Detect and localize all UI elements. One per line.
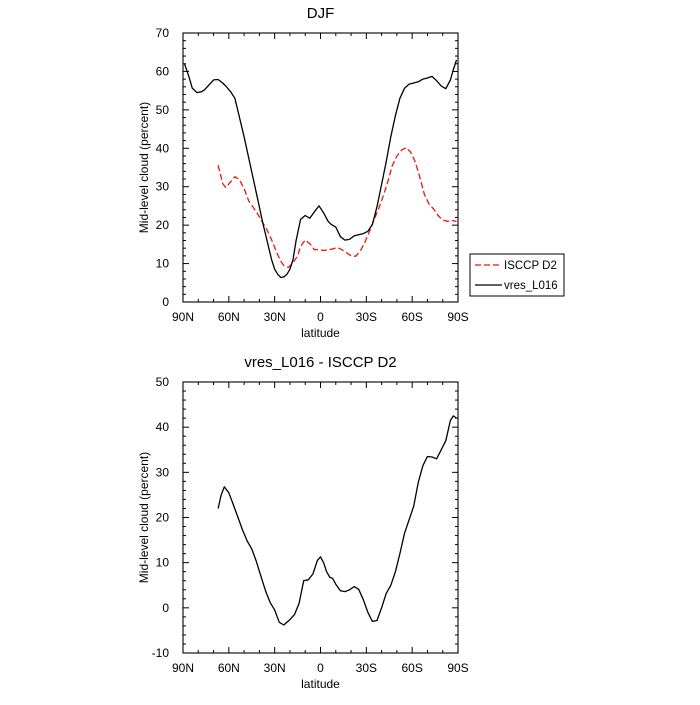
y-tick-label: -10 xyxy=(152,646,170,660)
y-tick-label: 0 xyxy=(162,295,169,309)
y-tick-label: 10 xyxy=(156,556,170,570)
y-axis: -10 0 10 20 30 40 50 Mid-level cloud (percent) xyxy=(137,375,458,660)
legend-box xyxy=(469,253,565,297)
series-line-isccp-d2 xyxy=(217,146,457,269)
x-tick-label: 90N xyxy=(172,661,194,675)
x-tick-label: 90S xyxy=(447,310,468,324)
x-tick-label: 30N xyxy=(264,661,286,675)
x-axis-label: latitude xyxy=(301,677,340,691)
series-line-vres-l016 xyxy=(183,59,458,279)
x-tick-label: 60S xyxy=(401,310,422,324)
x-tick-label: 60S xyxy=(401,661,422,675)
x-axis: 90N 60N 30N 0 30S 60S 90S latitude xyxy=(172,382,469,691)
y-tick-label: 40 xyxy=(156,420,170,434)
legend: ISCCP D2 vres_L016 xyxy=(469,253,565,297)
x-axis-label: latitude xyxy=(301,326,340,340)
y-tick-label: 20 xyxy=(156,511,170,525)
x-axis: 90N 60N 30N 0 30S 60S 90S latitude xyxy=(172,33,469,340)
x-tick-label: 30S xyxy=(356,661,377,675)
y-tick-label: 50 xyxy=(156,103,170,117)
x-tick-label: 60N xyxy=(218,661,240,675)
x-tick-label: 0 xyxy=(317,661,324,675)
y-tick-label: 50 xyxy=(156,375,170,389)
y-tick-label: 30 xyxy=(156,180,170,194)
y-tick-label: 70 xyxy=(156,26,170,40)
x-tick-label: 60N xyxy=(218,310,240,324)
y-tick-label: 20 xyxy=(156,218,170,232)
y-axis-label: Mid-level cloud (percent) xyxy=(137,452,151,583)
y-axis: 0 10 20 30 40 50 60 70 Mid-level cloud (percent) xyxy=(137,26,458,309)
x-tick-label: 90S xyxy=(447,661,468,675)
x-tick-label: 30N xyxy=(264,310,286,324)
legend-label: vres_L016 xyxy=(504,280,558,292)
chart-title: vres_L016 - ISCCP D2 xyxy=(244,354,396,371)
y-tick-label: 30 xyxy=(156,465,170,479)
chart-1: DJF 90N 60N 30N 0 30S 60S 90S latitude 0 10 20 30 40 5… xyxy=(137,5,565,340)
plot-frame xyxy=(182,381,459,654)
legend-label: ISCCP D2 xyxy=(504,260,557,272)
x-tick-label: 90N xyxy=(172,310,194,324)
x-tick-label: 0 xyxy=(317,310,324,324)
y-tick-label: 0 xyxy=(162,601,169,615)
y-tick-label: 60 xyxy=(156,64,170,78)
x-tick-label: 30S xyxy=(356,310,377,324)
series-line-vres-l016-isccp-d2 xyxy=(217,415,457,626)
y-tick-label: 40 xyxy=(156,141,170,155)
chart-2: vres_L016 - ISCCP D2 90N 60N 30N 0 30S 60S 90S l… xyxy=(137,354,469,691)
chart-title: DJF xyxy=(307,5,335,22)
y-tick-label: 10 xyxy=(156,257,170,271)
y-axis-label: Mid-level cloud (percent) xyxy=(137,102,151,233)
